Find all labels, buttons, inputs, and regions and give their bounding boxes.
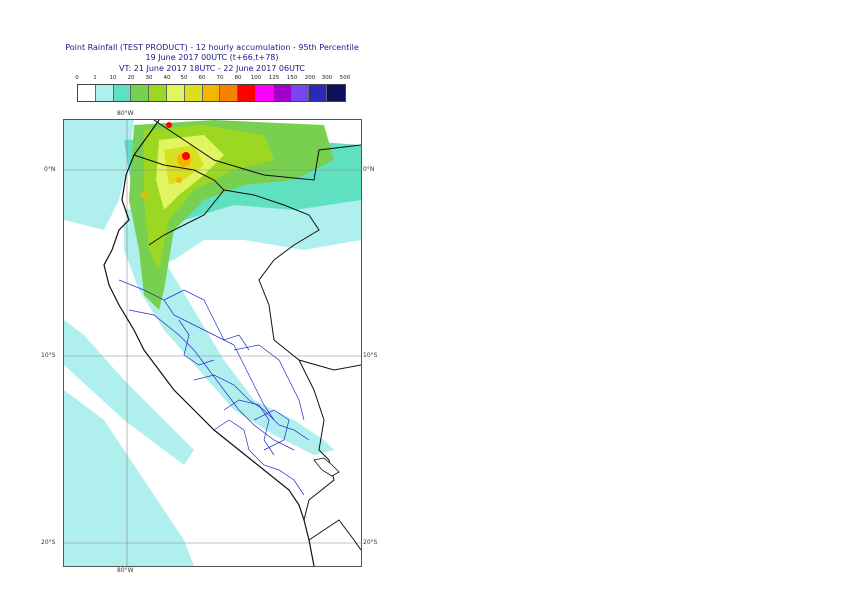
regional-border <box>233 344 305 421</box>
legend-tick-labels: 0 1 10 20 30 40 50 60 70 80 100 125 150 … <box>70 75 360 85</box>
border-bolivia <box>298 359 335 521</box>
lat-label-right-10: 10°S <box>363 352 378 359</box>
legend-tick: 20 <box>127 75 135 81</box>
legend-swatch <box>291 85 310 101</box>
legend-tick: 150 <box>286 75 298 81</box>
legend-swatch <box>95 85 114 101</box>
rain-area-ocean-south <box>64 390 194 566</box>
lat-label-right-20: 20°S <box>363 539 378 546</box>
legend-swatch <box>309 85 328 101</box>
legend-tick: 10 <box>109 75 117 81</box>
legend-tick: 80 <box>234 75 242 81</box>
rain-cell-red <box>182 152 190 160</box>
legend-swatch <box>238 85 256 101</box>
lake-titicaca <box>313 457 340 477</box>
legend-swatch <box>149 85 167 101</box>
legend-tick: 300 <box>321 75 333 81</box>
rain-cell-red <box>166 122 172 128</box>
rain-cell-orange <box>176 177 182 183</box>
legend-tick: 200 <box>304 75 316 81</box>
regional-border <box>213 419 305 496</box>
regional-border <box>163 289 250 351</box>
regional-border <box>118 279 275 421</box>
legend-swatch <box>131 85 150 101</box>
rainfall-color-legend <box>77 84 346 102</box>
coastline <box>103 120 315 566</box>
legend-swatch <box>113 85 132 101</box>
legend-tick: 40 <box>163 75 171 81</box>
legend-tick: 60 <box>198 75 206 81</box>
lat-label-left-0: 0°N <box>44 166 56 173</box>
legend-swatch <box>166 85 185 101</box>
legend-swatch <box>78 85 96 101</box>
legend-tick: 30 <box>145 75 153 81</box>
legend-tick: 50 <box>180 75 188 81</box>
border-chile <box>308 519 361 551</box>
rain-cell-orange <box>141 192 147 198</box>
legend-swatch <box>202 85 221 101</box>
base-time-line: 19 June 2017 00UTC (t+66,t+78) <box>145 53 279 62</box>
regional-border <box>223 399 275 456</box>
map-canvas <box>64 120 361 566</box>
legend-swatch <box>184 85 203 101</box>
border-colombia-venezuela <box>153 120 361 181</box>
legend-swatch <box>273 85 292 101</box>
regional-border <box>193 374 310 441</box>
legend-tick: 70 <box>216 75 224 81</box>
regional-border <box>178 319 215 366</box>
lat-label-left-20: 20°S <box>41 539 56 546</box>
lon-label-top: 80°W <box>117 110 134 117</box>
rainfall-map <box>63 119 362 567</box>
regional-border <box>128 309 295 451</box>
legend-swatch <box>327 85 345 101</box>
lat-label-left-10: 10°S <box>41 352 56 359</box>
legend-tick: 500 <box>339 75 351 81</box>
legend-tick: 100 <box>250 75 262 81</box>
lat-label-right-0: 0°N <box>363 166 375 173</box>
regional-border <box>253 409 290 451</box>
legend-tick: 0 <box>75 75 79 81</box>
map-title: Point Rainfall (TEST PRODUCT) - 12 hourl… <box>65 43 359 52</box>
validity-time-line: VT: 21 June 2017 18UTC - 22 June 2017 06… <box>119 64 305 73</box>
legend-tick: 1 <box>93 75 97 81</box>
legend-tick: 125 <box>268 75 280 81</box>
rain-area-ocean <box>64 120 134 230</box>
legend-swatch <box>255 85 274 101</box>
lon-label-bottom: 80°W <box>117 567 134 574</box>
legend-swatch <box>220 85 239 101</box>
